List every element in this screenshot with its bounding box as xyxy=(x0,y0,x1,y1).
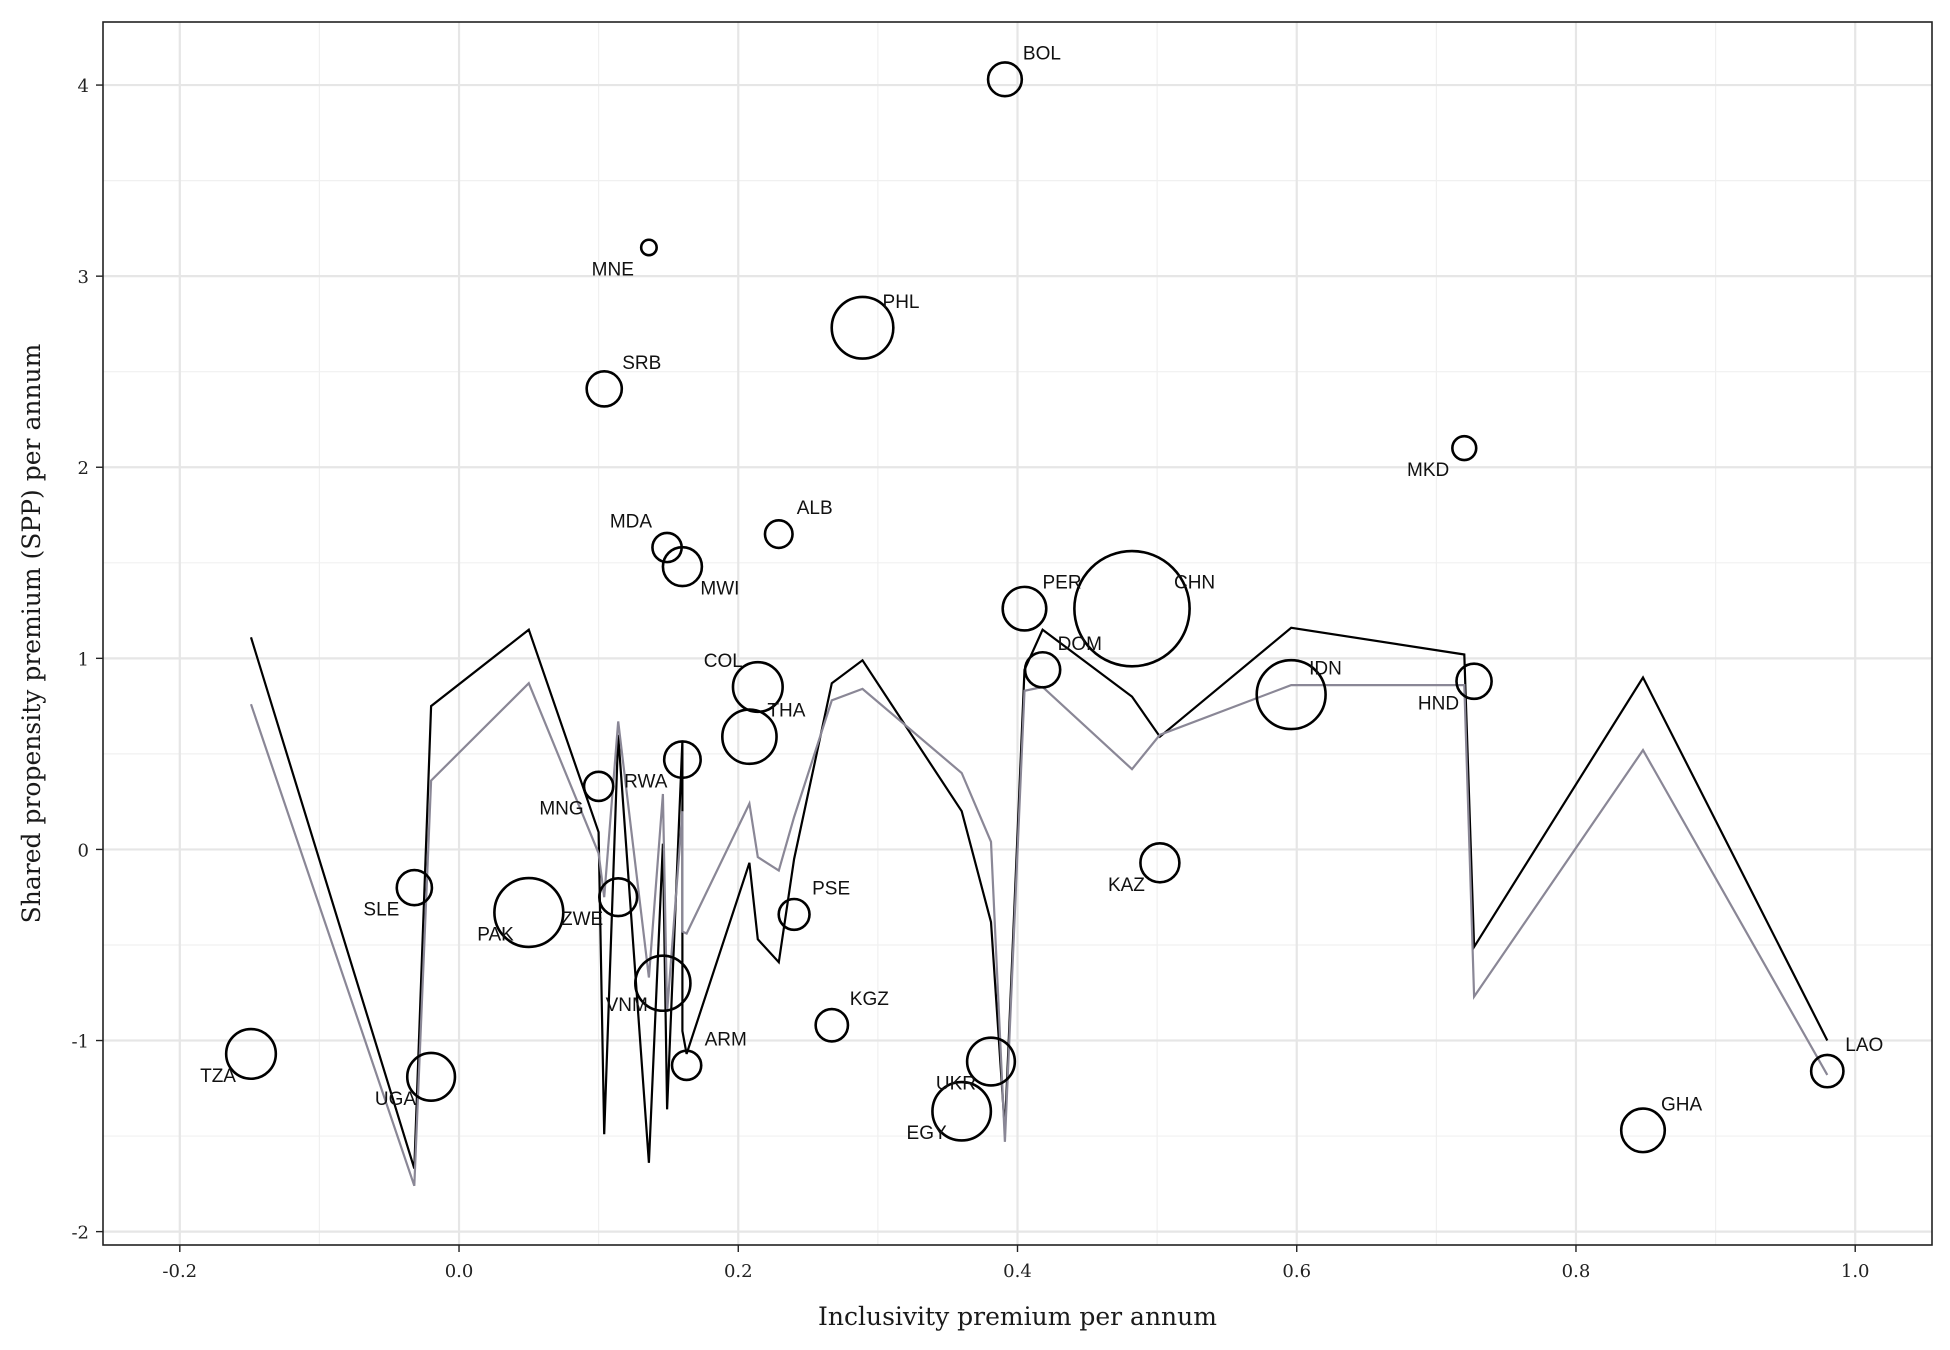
point-label-dom: DOM xyxy=(1058,634,1102,655)
point-alb xyxy=(763,519,794,550)
point-label-alb: ALB xyxy=(797,498,833,519)
point-per xyxy=(1001,585,1048,632)
y-axis-title: Shared propensity premium (SPP) per annu… xyxy=(17,343,46,923)
point-label-vnm: VNM xyxy=(606,995,648,1016)
point-label-ukr: UKR xyxy=(936,1074,976,1095)
y-tick-label: 4 xyxy=(78,76,89,97)
y-tick-label: 1 xyxy=(78,649,89,670)
point-label-lao: LAO xyxy=(1845,1035,1883,1056)
x-tick-label: 0.4 xyxy=(1003,1261,1032,1282)
point-uga xyxy=(405,1051,457,1102)
point-kgz xyxy=(814,1007,850,1043)
grey-series-line xyxy=(249,681,1829,1187)
x-tick-label: 1.0 xyxy=(1841,1261,1870,1282)
point-arm xyxy=(670,1049,703,1082)
point-label-zwe: ZWE xyxy=(561,909,603,930)
x-tick-label: 0.8 xyxy=(1562,1261,1591,1282)
point-zwe xyxy=(598,877,639,918)
point-lao xyxy=(1809,1053,1845,1089)
data-points xyxy=(224,61,1845,1154)
point-label-mda: MDA xyxy=(610,512,653,533)
point-phl xyxy=(830,295,895,360)
point-egy xyxy=(931,1080,993,1142)
point-label-uga: UGA xyxy=(375,1089,417,1110)
point-srb xyxy=(585,370,624,408)
point-gha xyxy=(1619,1107,1667,1154)
point-chn xyxy=(1073,549,1191,668)
point-label-mne: MNE xyxy=(592,259,634,280)
point-hnd xyxy=(1455,662,1493,701)
point-label-gha: GHA xyxy=(1661,1094,1703,1115)
point-label-phl: PHL xyxy=(883,292,920,313)
point-pak xyxy=(493,876,565,949)
x-axis-title: Inclusivity premium per annum xyxy=(818,1302,1217,1331)
fitted-lines xyxy=(249,626,1829,1187)
point-label-rwa: RWA xyxy=(624,772,668,793)
point-mwi xyxy=(661,545,704,588)
point-label-tza: TZA xyxy=(200,1066,236,1087)
point-ukr xyxy=(965,1036,1017,1087)
point-label-pse: PSE xyxy=(812,878,850,899)
point-label-idn: IDN xyxy=(1309,659,1342,680)
point-label-per: PER xyxy=(1042,573,1081,594)
point-vnm xyxy=(634,954,692,1013)
point-label-arm: ARM xyxy=(705,1029,747,1050)
point-pse xyxy=(777,897,811,932)
point-label-hnd: HND xyxy=(1418,693,1459,714)
x-tick-label: 0.2 xyxy=(724,1261,753,1282)
y-tick-label: -1 xyxy=(71,1032,89,1053)
point-label-kaz: KAZ xyxy=(1108,875,1145,896)
point-label-chn: CHN xyxy=(1174,573,1215,594)
y-tick-label: 3 xyxy=(78,267,89,288)
point-label-mwi: MWI xyxy=(700,579,739,600)
point-idn xyxy=(1255,658,1327,731)
point-labels: BOL MNE PHL SRB MKD ALB MDA MWI CHN PER DOM COL IDN H… xyxy=(200,43,1883,1144)
point-label-bol: BOL xyxy=(1023,43,1061,64)
point-label-pak: PAK xyxy=(477,924,514,945)
point-label-tha: THA xyxy=(767,701,805,722)
point-label-col: COL xyxy=(704,651,743,672)
black-series-line xyxy=(249,626,1829,1169)
point-label-mkd: MKD xyxy=(1407,460,1449,481)
point-rwa xyxy=(662,740,702,780)
x-tick-label: 0.0 xyxy=(445,1261,474,1282)
axes: -0.2 0.0 0.2 0.4 0.6 0.8 1.0 -2 -1 0 1 2 3 4 xyxy=(71,76,1869,1282)
point-tza xyxy=(224,1027,278,1081)
y-tick-label: -2 xyxy=(71,1223,89,1244)
x-tick-label: 0.6 xyxy=(1282,1261,1311,1282)
point-mkd xyxy=(1451,434,1478,462)
point-mng xyxy=(582,770,615,803)
point-label-egy: EGY xyxy=(907,1123,947,1144)
point-label-srb: SRB xyxy=(622,353,661,374)
point-label-sle: SLE xyxy=(363,900,399,921)
grid-lines xyxy=(103,22,1932,1245)
point-sle xyxy=(395,868,434,907)
point-mne xyxy=(639,238,658,257)
point-bol xyxy=(986,61,1024,98)
point-kaz xyxy=(1139,842,1181,884)
y-tick-label: 0 xyxy=(78,840,89,861)
point-label-kgz: KGZ xyxy=(850,989,889,1010)
x-tick-label: -0.2 xyxy=(162,1261,197,1282)
point-label-mng: MNG xyxy=(539,798,583,819)
y-tick-label: 2 xyxy=(78,458,89,479)
point-tha xyxy=(721,708,778,766)
point-dom xyxy=(1023,650,1062,689)
